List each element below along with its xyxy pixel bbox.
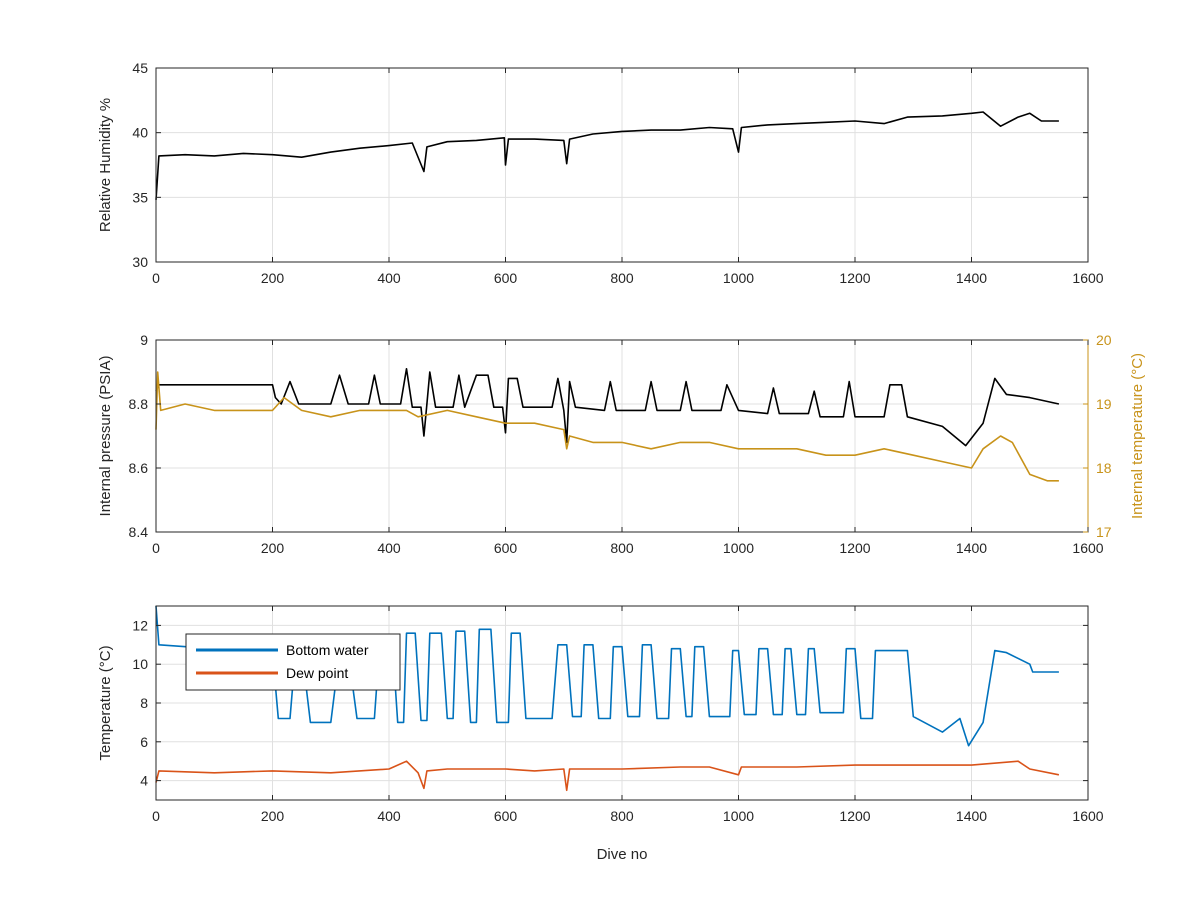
y-tick-label: 45	[132, 60, 148, 76]
x-tick-label: 200	[261, 540, 285, 556]
legend-label: Dew point	[286, 665, 348, 681]
x-tick-label: 1600	[1072, 808, 1103, 824]
y-axis-label: Relative Humidity %	[97, 98, 114, 232]
y2-tick-label: 18	[1096, 460, 1112, 476]
legend-box	[185, 633, 401, 691]
subplot-2: 0 200 400 600 800 1000 1200 1400 1600 8.4 8.6 8.8 9 1…	[97, 332, 1146, 556]
x-tick-label: 0	[152, 808, 160, 824]
x-tick-label: 1600	[1072, 540, 1103, 556]
x-tick-label: 1200	[839, 270, 870, 286]
x-tick-label: 1000	[723, 540, 754, 556]
series-line-1	[155, 367, 1060, 447]
x-tick-label: 0	[152, 540, 160, 556]
y-axis-label: Internal pressure (PSIA)	[97, 356, 114, 517]
y-tick-label: 30	[132, 254, 148, 270]
y2-tick-label: 17	[1096, 524, 1112, 540]
x-tick-label: 400	[377, 808, 401, 824]
y-tick-label: 6	[140, 734, 148, 750]
x-tick-label: 0	[152, 270, 160, 286]
x-axis-label: Dive no	[597, 846, 648, 863]
x-tick-label: 1400	[956, 270, 987, 286]
y-tick-label: 4	[140, 773, 148, 789]
x-tick-label: 800	[610, 540, 634, 556]
y2-axis-label: Internal temperature (°C)	[1129, 353, 1146, 519]
x-tick-label: 200	[261, 808, 285, 824]
x-tick-label: 1000	[723, 808, 754, 824]
x-tick-label: 400	[377, 270, 401, 286]
subplot-panels: 0 200 400 600 800 1000 1200 1400 160030354045Rel…	[97, 60, 1146, 863]
x-tick-label: 1200	[839, 808, 870, 824]
y-tick-label: 8.6	[129, 460, 149, 476]
y2-tick-label: 20	[1096, 332, 1112, 348]
x-tick-label: 1400	[956, 540, 987, 556]
legend: Bottom water Dew point	[185, 633, 401, 691]
x-tick-label: 1400	[956, 808, 987, 824]
y-tick-label: 40	[132, 125, 148, 141]
x-tick-label: 200	[261, 270, 285, 286]
y-tick-label: 10	[132, 656, 148, 672]
y-tick-label: 8.4	[129, 524, 149, 540]
x-tick-label: 1000	[723, 270, 754, 286]
x-tick-label: 600	[494, 270, 518, 286]
y2-tick-label: 19	[1096, 396, 1112, 412]
y-axis-label: Temperature (°C)	[97, 645, 114, 760]
x-tick-label: 600	[494, 808, 518, 824]
subplot-1: 0 200 400 600 800 1000 1200 1400 1600 30 35 40 45 Rel…	[97, 60, 1104, 286]
legend-label: Bottom water	[286, 642, 369, 658]
y-tick-label: 35	[132, 189, 148, 205]
y-tick-label: 12	[132, 617, 148, 633]
y-tick-label: 9	[140, 332, 148, 348]
x-tick-label: 400	[377, 540, 401, 556]
series-line-dew-point	[155, 760, 1060, 792]
x-tick-label: 1600	[1072, 270, 1103, 286]
series-line-2	[155, 371, 1059, 482]
y-tick-label: 8.8	[129, 396, 149, 412]
x-tick-label: 800	[610, 270, 634, 286]
x-tick-label: 600	[494, 540, 518, 556]
subplot-3: 0 200 400 600 800 1000 1200 1400 1600 4 6 8 10 12 Temp…	[97, 605, 1104, 863]
x-tick-label: 800	[610, 808, 634, 824]
series-line-1	[155, 111, 1059, 200]
x-tick-label: 1200	[839, 540, 870, 556]
y-tick-label: 8	[140, 695, 148, 711]
